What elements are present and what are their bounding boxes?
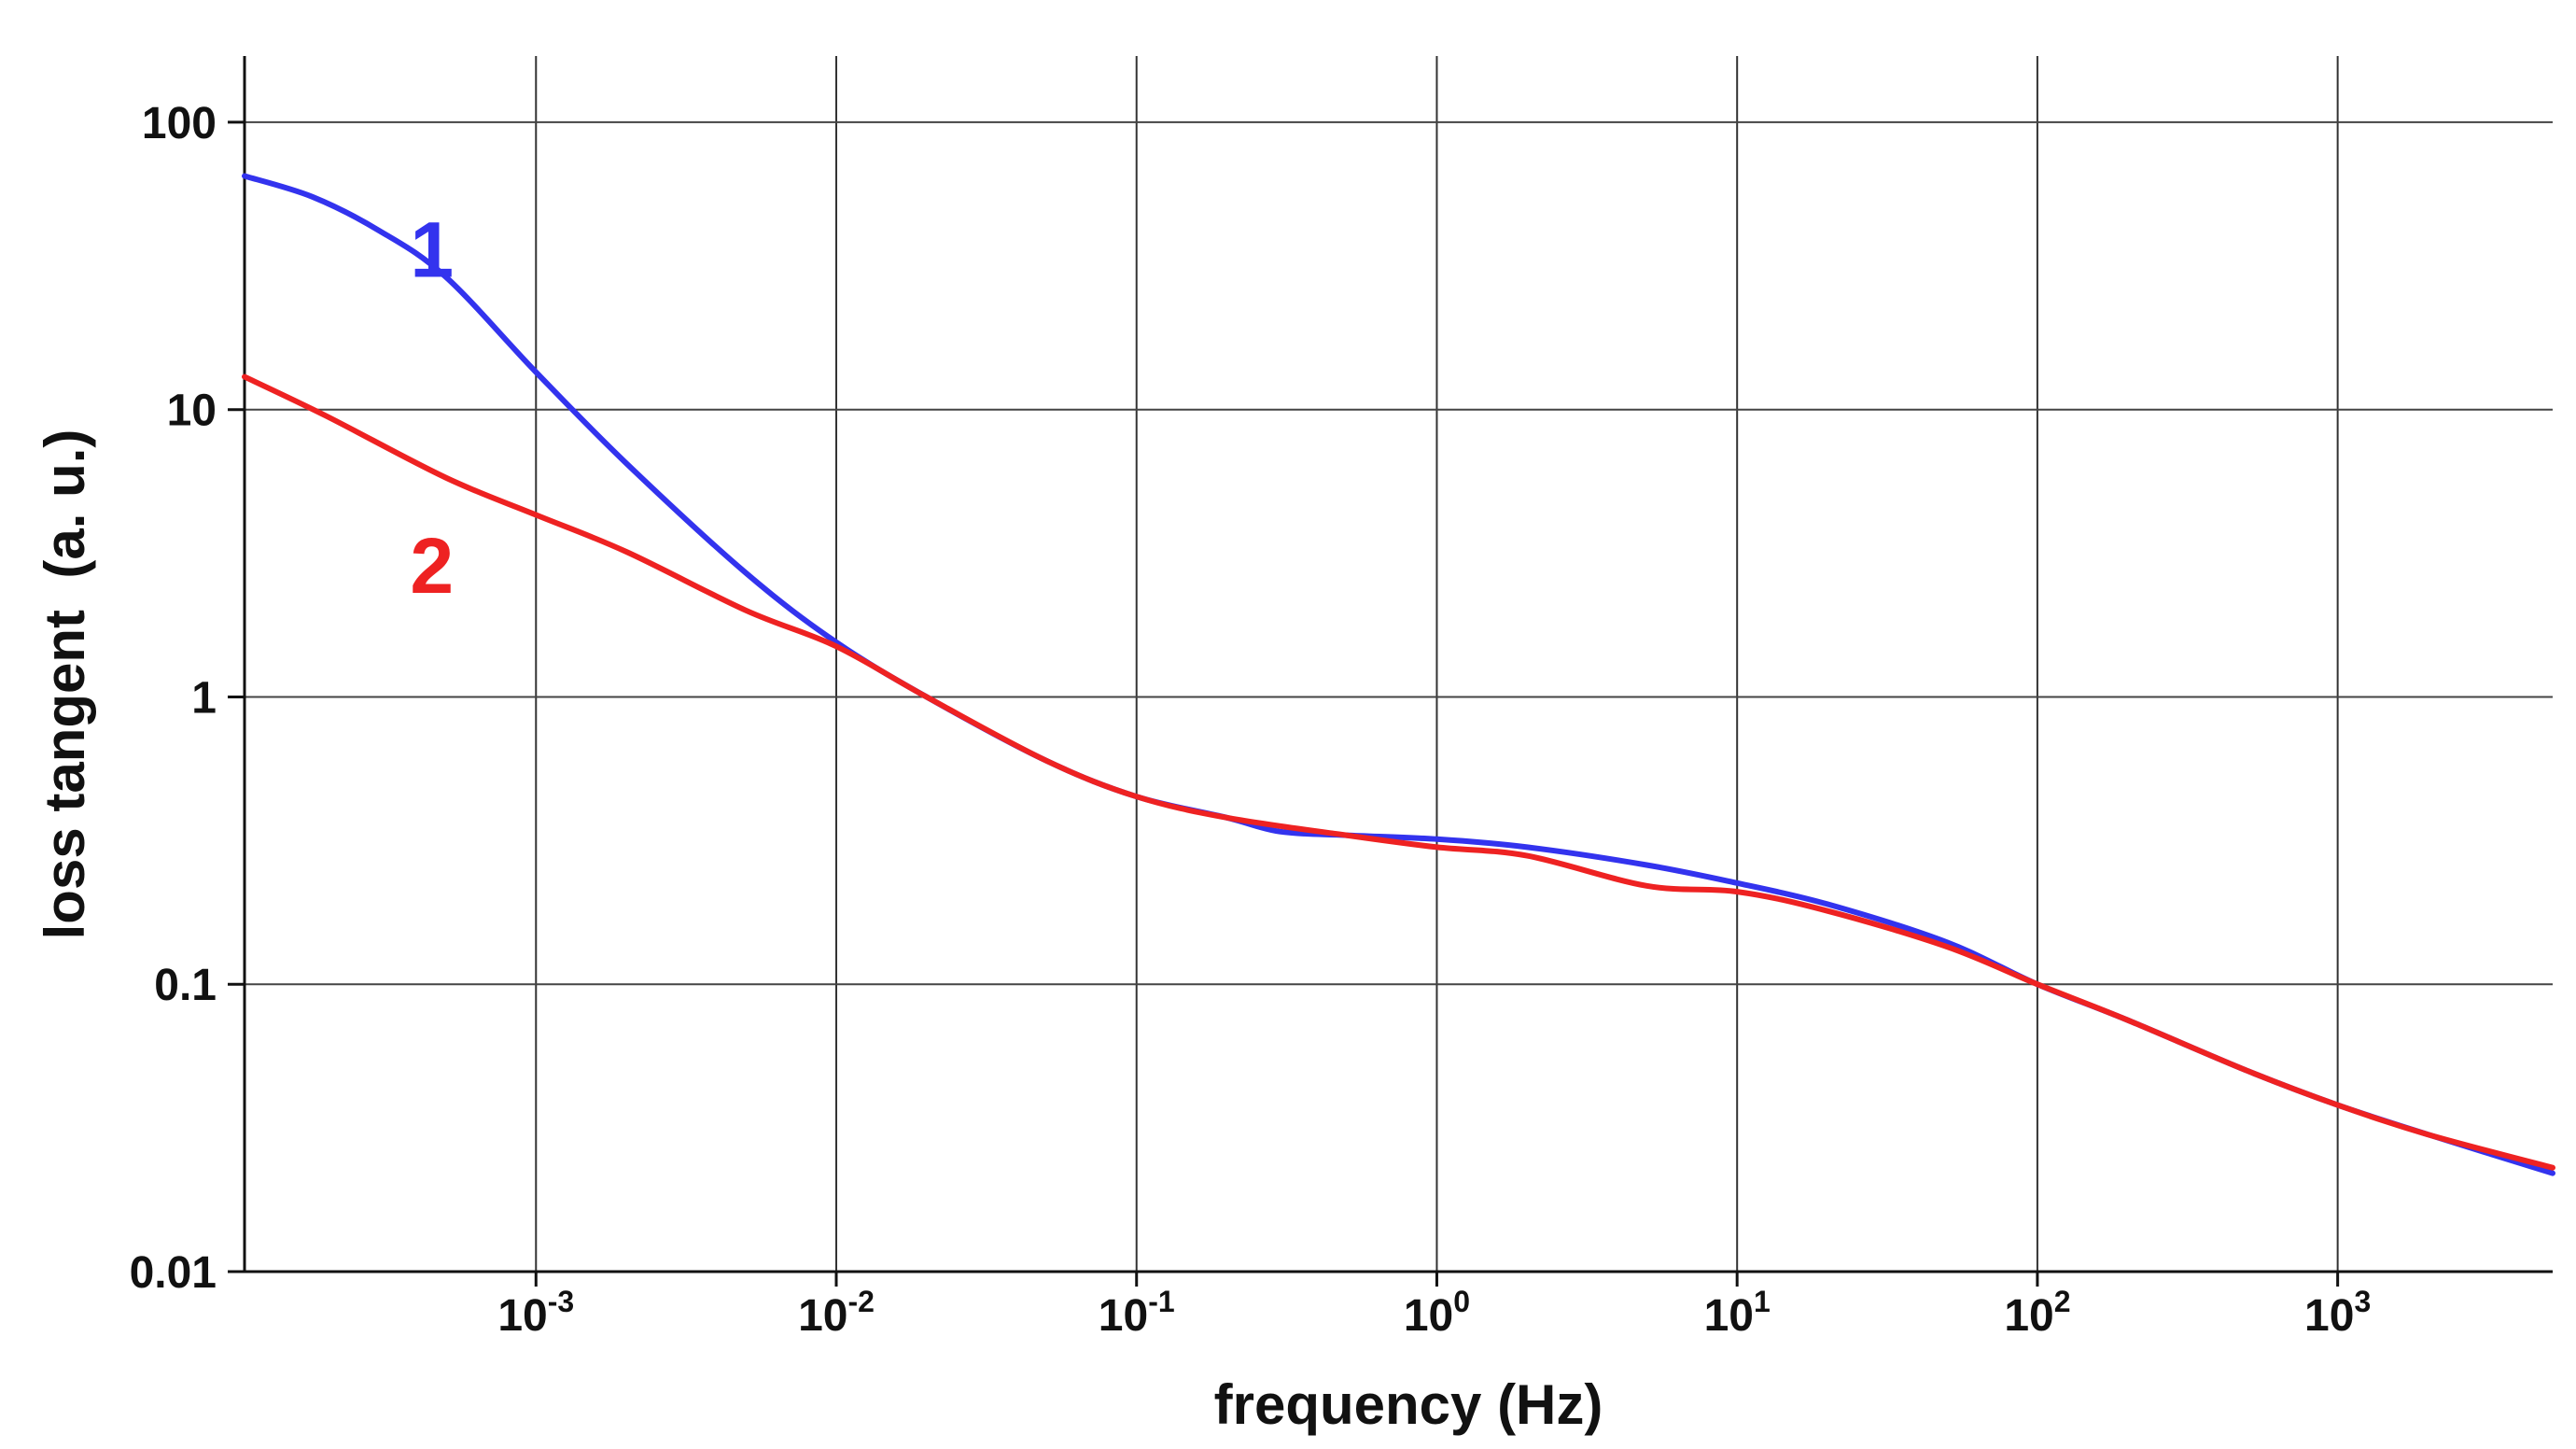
x-tick-label: 10-1 [1099,1285,1175,1341]
x-tick-label: 10-3 [497,1285,574,1341]
series-line-2 [242,373,2555,1171]
y-tick-labels: 0.01 0.1 1 10 100 [130,99,217,1298]
y-tick-label: 10 [167,387,217,436]
x-tick-label: 10-2 [798,1285,875,1341]
x-tick-label: 100 [1404,1285,1470,1341]
x-tick-label: 101 [1704,1285,1771,1341]
x-tick-labels: 10-3 10-2 10-1 100 101 102 103 [497,1285,2371,1341]
x-axis-title: frequency (Hz) [1214,1373,1603,1436]
y-tick-label: 1 [191,673,217,723]
y-axis-title: loss tangent (a. u.) [34,429,96,940]
series-label-2: 2 [410,522,454,610]
grid [245,56,2553,1272]
y-tick-label: 0.1 [154,961,217,1010]
axes [228,56,2553,1287]
series-group: 12 [242,173,2555,1176]
x-tick-label: 103 [2304,1285,2371,1341]
y-tick-label: 0.01 [130,1248,217,1298]
x-tick-label: 102 [2004,1285,2070,1341]
y-tick-label: 100 [142,99,217,148]
series-label-1: 1 [410,205,454,293]
series-line-1 [242,173,2555,1176]
